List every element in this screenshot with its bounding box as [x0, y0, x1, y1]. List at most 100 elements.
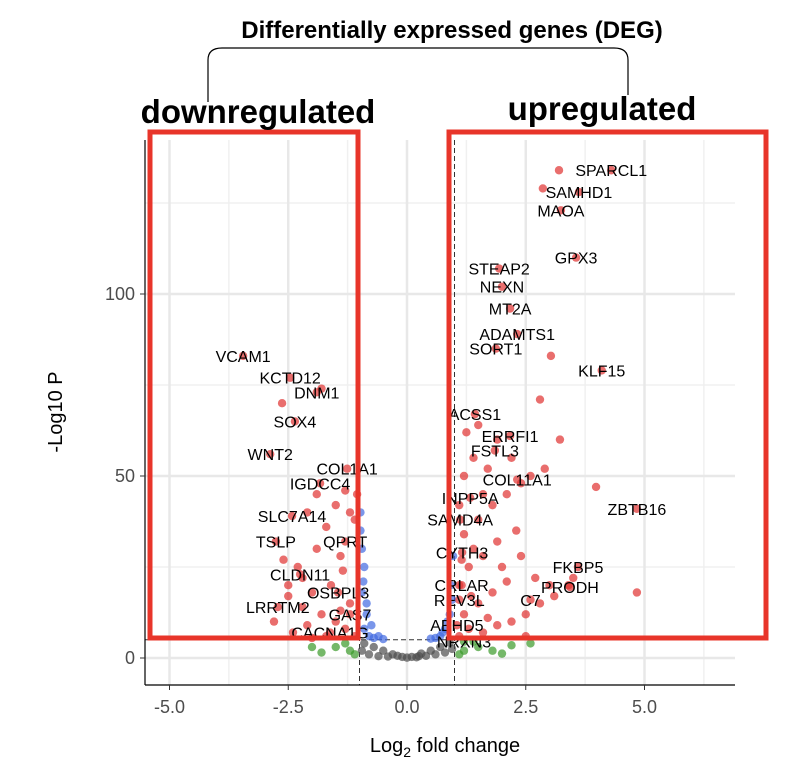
gene-point	[456, 515, 465, 524]
gene-point	[491, 344, 501, 353]
y-tick-label: 100	[105, 284, 135, 304]
data-point	[341, 486, 350, 495]
gene-label: IGDCC4	[290, 476, 351, 493]
data-point	[426, 634, 435, 643]
data-point	[303, 508, 312, 517]
data-point	[326, 581, 336, 590]
data-point	[307, 588, 317, 597]
data-point	[383, 652, 393, 661]
gene-point	[607, 166, 616, 175]
data-point	[307, 642, 317, 652]
gene-label: TSLP	[256, 535, 296, 552]
data-point	[317, 648, 326, 657]
data-point	[459, 610, 469, 619]
gene-point	[452, 621, 462, 630]
gene-label: DNM1	[294, 385, 339, 402]
data-point	[512, 526, 521, 535]
x-tick-label: 0.0	[394, 697, 419, 717]
gene-point	[526, 595, 535, 604]
data-point	[312, 490, 321, 499]
data-point	[284, 581, 293, 590]
data-point	[374, 651, 383, 661]
gene-label: CYTH3	[436, 545, 489, 562]
gene-point	[470, 409, 480, 419]
gene-label: SLC7A14	[258, 509, 327, 526]
deg-bracket	[207, 47, 629, 102]
data-point	[474, 515, 483, 524]
data-point	[483, 613, 492, 623]
data-point	[488, 646, 497, 655]
gene-label: PRODH	[541, 580, 599, 597]
gene-point	[497, 282, 507, 291]
data-point	[632, 588, 642, 597]
gene-label: SORT1	[469, 342, 522, 359]
gene-label: WNT2	[248, 447, 293, 464]
x-tick-label: 2.5	[513, 697, 538, 717]
data-point	[277, 399, 287, 408]
x-tick-label: -5.0	[154, 697, 185, 717]
data-point	[474, 599, 483, 608]
data-point	[331, 500, 340, 510]
data-point	[360, 624, 369, 634]
gene-point	[295, 570, 305, 579]
gene-point	[571, 253, 581, 262]
data-point	[502, 490, 511, 499]
data-point	[359, 577, 368, 586]
ticks: -5.0 -2.5 0.0 2.5 5.0 0 50 100	[105, 284, 657, 717]
gene-point	[271, 537, 281, 546]
y-tick-label: 0	[125, 648, 135, 668]
data-point	[521, 610, 530, 619]
data-point	[360, 639, 369, 648]
gene-point	[513, 329, 522, 339]
data-point	[431, 650, 440, 659]
gene-point	[490, 446, 500, 455]
data-point	[483, 464, 492, 473]
data-point	[357, 646, 367, 655]
data-point	[507, 641, 516, 650]
data-point	[293, 562, 302, 572]
data-point	[364, 650, 374, 659]
gene-point	[556, 206, 566, 215]
data-point	[288, 628, 298, 637]
chart-title: Differentially expressed genes (DEG)	[241, 17, 662, 44]
data-point	[414, 651, 424, 661]
gene-label: QPRT	[323, 535, 367, 552]
data-point	[341, 624, 350, 634]
data-point	[478, 551, 488, 561]
data-point	[488, 588, 497, 597]
data-point	[493, 537, 502, 546]
gene-label: REV3L	[434, 593, 485, 610]
data-point	[269, 617, 279, 626]
gene-point	[342, 464, 352, 473]
gene-point	[285, 373, 295, 382]
gene-label: SOX4	[274, 414, 317, 431]
data-point	[436, 642, 445, 652]
data-point	[336, 551, 345, 561]
data-point	[488, 500, 497, 510]
data-point	[322, 522, 331, 532]
data-point	[464, 562, 473, 572]
gene-point	[457, 581, 466, 590]
gene-point	[266, 449, 275, 459]
data-point	[360, 562, 369, 572]
data-point	[507, 617, 516, 626]
gene-point	[325, 628, 335, 637]
upregulated-label: upregulated	[508, 90, 697, 127]
gene-label: MT2A	[489, 302, 532, 319]
data-point	[531, 573, 540, 583]
downregulated-label: downregulated	[141, 93, 376, 130]
data-point	[421, 651, 431, 661]
data-point	[526, 471, 535, 481]
y-tick-label: 50	[115, 466, 135, 486]
gene-label: CLDN11	[270, 567, 330, 584]
data-point	[546, 351, 556, 361]
gene-point	[455, 595, 464, 604]
data-point	[545, 581, 554, 590]
data-point	[538, 184, 548, 193]
data-point	[535, 395, 545, 404]
data-point	[362, 599, 371, 608]
gene-label: STEAP2	[468, 262, 529, 279]
data-point	[459, 530, 469, 539]
